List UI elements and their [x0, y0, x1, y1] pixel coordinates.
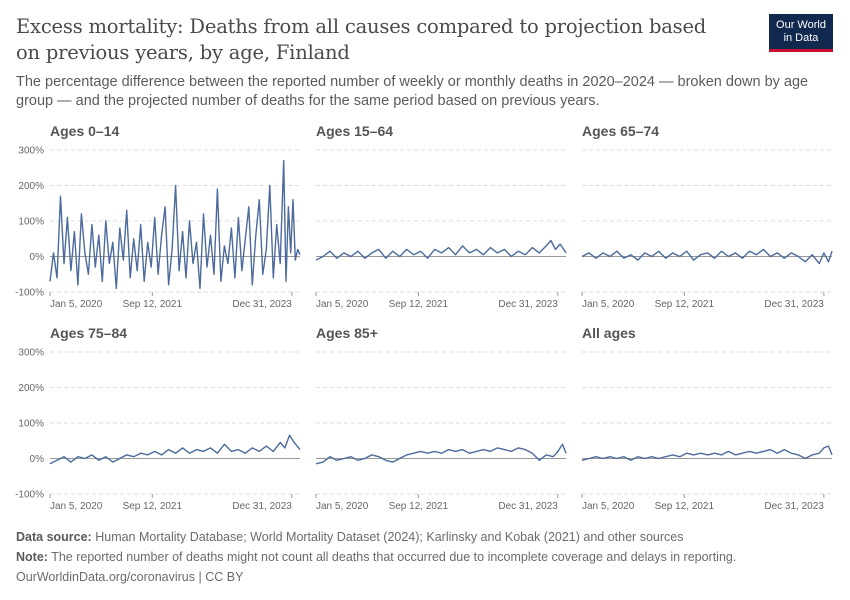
panel-title: All ages — [582, 325, 636, 341]
panel-title: Ages 0–14 — [50, 123, 119, 139]
data-source-label: Data source: — [16, 530, 92, 544]
data-source-text: Human Mortality Database; World Mortalit… — [95, 530, 684, 544]
logo-line-1: Our World — [776, 19, 826, 31]
series-line[interactable] — [49, 434, 301, 465]
panel-title: Ages 75–84 — [50, 325, 127, 341]
x-tick-label: Sep 12, 2021 — [655, 299, 715, 310]
y-tick-label: 0% — [30, 252, 45, 263]
chart-title: Excess mortality: Deaths from all causes… — [16, 15, 707, 64]
x-tick-label: Dec 31, 2023 — [498, 299, 558, 310]
series-line[interactable] — [581, 445, 833, 461]
x-tick-label: Jan 5, 2020 — [316, 299, 369, 310]
x-tick-label: Dec 31, 2023 — [232, 501, 292, 512]
y-tick-label: 0% — [30, 454, 45, 465]
panel-title: Ages 15–64 — [316, 123, 393, 139]
y-tick-label: 300% — [18, 146, 44, 157]
x-tick-label: Jan 5, 2020 — [316, 501, 369, 512]
x-tick-label: Jan 5, 2020 — [50, 501, 103, 512]
x-tick-label: Dec 31, 2023 — [764, 501, 824, 512]
site-credit[interactable]: OurWorldinData.org/coronavirus | CC BY — [16, 570, 244, 584]
panel-6: All ages Jan 5, 2020 Sep 12, 2021 Dec 31, 2… — [581, 325, 833, 512]
x-tick-label: Sep 12, 2021 — [655, 501, 715, 512]
panel-4: Ages 75–84 300% 200% 100% 0% -100% Jan 5, 2020… — [15, 325, 301, 512]
series-line[interactable] — [315, 239, 567, 261]
x-tick-label: Sep 12, 2021 — [123, 501, 183, 512]
x-tick-label: Dec 31, 2023 — [232, 299, 292, 310]
note: Note: The reported number of deaths migh… — [16, 549, 736, 565]
panel-3: Ages 65–74 Jan 5, 2020 Sep 12, 2021 Dec 31,… — [581, 123, 833, 310]
x-tick-label: Sep 12, 2021 — [389, 299, 449, 310]
y-tick-label: 200% — [18, 383, 44, 394]
x-tick-label: Dec 31, 2023 — [498, 501, 558, 512]
chart-subtitle: The percentage difference between the re… — [16, 74, 809, 109]
note-text: The reported number of deaths might not … — [51, 550, 737, 564]
panel-1: Ages 0–14 300% 200% 100% 0% -100% Jan 5, 2020 S… — [15, 123, 301, 310]
panel-5: Ages 85+ Jan 5, 2020 Sep 12, 2021 Dec 31, 2… — [315, 325, 567, 512]
series-line[interactable] — [49, 160, 301, 290]
x-tick-label: Jan 5, 2020 — [50, 299, 103, 310]
data-source: Data source: Human Mortality Database; W… — [16, 529, 683, 545]
y-tick-label: 100% — [18, 419, 44, 430]
x-tick-label: Dec 31, 2023 — [764, 299, 824, 310]
x-tick-label: Jan 5, 2020 — [582, 501, 635, 512]
owid-logo[interactable]: Our World in Data — [769, 14, 833, 52]
note-label: Note: — [16, 550, 48, 564]
panel-title: Ages 65–74 — [582, 123, 659, 139]
panel-2: Ages 15–64 Jan 5, 2020 Sep 12, 2021 Dec 31,… — [315, 123, 567, 310]
x-tick-label: Jan 5, 2020 — [582, 299, 635, 310]
logo-line-2: in Data — [783, 32, 819, 44]
y-tick-label: -100% — [15, 288, 44, 299]
y-tick-label: 200% — [18, 181, 44, 192]
x-tick-label: Sep 12, 2021 — [389, 501, 449, 512]
x-tick-label: Sep 12, 2021 — [123, 299, 183, 310]
y-tick-label: 300% — [18, 348, 44, 359]
panel-title: Ages 85+ — [316, 325, 378, 341]
y-tick-label: 100% — [18, 217, 44, 228]
series-line[interactable] — [581, 248, 833, 265]
series-line[interactable] — [315, 443, 567, 465]
y-tick-label: -100% — [15, 490, 44, 501]
